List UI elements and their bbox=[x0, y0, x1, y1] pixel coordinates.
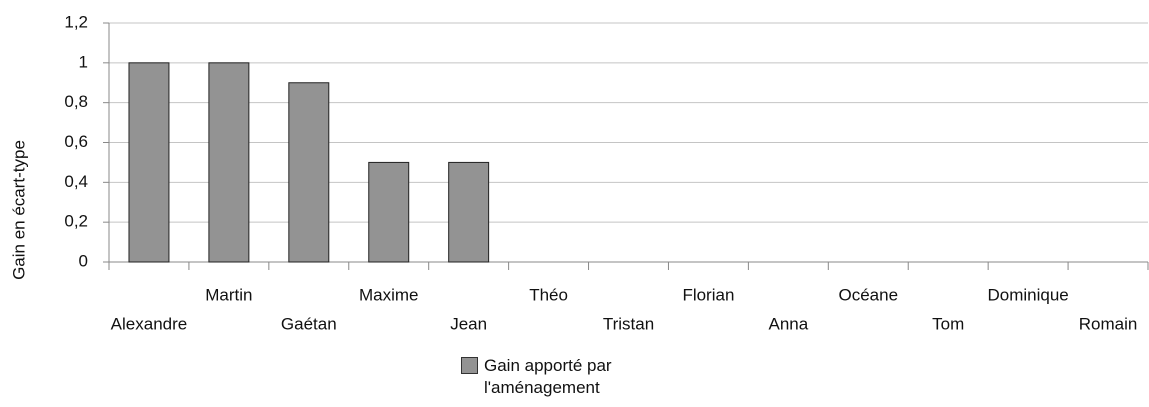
x-tick-label: Gaétan bbox=[281, 314, 337, 333]
x-tick-label: Martin bbox=[205, 285, 252, 304]
x-tick-label: Maxime bbox=[359, 285, 419, 304]
y-tick-label: 0,8 bbox=[64, 92, 88, 111]
bar bbox=[288, 82, 330, 263]
x-tick-label: Océane bbox=[838, 285, 898, 304]
legend-swatch bbox=[461, 357, 478, 374]
x-tick-label: Florian bbox=[682, 285, 734, 304]
x-tick-label: Tom bbox=[932, 314, 964, 333]
x-tick-label: Jean bbox=[450, 314, 487, 333]
x-tick-label: Dominique bbox=[987, 285, 1068, 304]
y-tick-label: 0,2 bbox=[64, 212, 88, 231]
x-tick-label: Alexandre bbox=[111, 314, 188, 333]
bar bbox=[208, 62, 250, 263]
y-tick-label: 0,6 bbox=[64, 132, 88, 151]
x-tick-label: Tristan bbox=[603, 314, 654, 333]
y-tick-label: 0,4 bbox=[64, 172, 88, 191]
x-tick-label: Anna bbox=[768, 314, 808, 333]
bar bbox=[448, 161, 490, 263]
y-axis-label: Gain en écart-type bbox=[9, 140, 28, 280]
bar bbox=[368, 161, 410, 263]
x-tick-label: Romain bbox=[1079, 314, 1138, 333]
legend-label: Gain apporté par l'aménagement bbox=[484, 356, 612, 397]
y-tick-label: 1 bbox=[79, 52, 88, 71]
x-tick-label: Théo bbox=[529, 285, 568, 304]
y-tick-label: 0 bbox=[79, 251, 88, 270]
bar bbox=[128, 62, 170, 263]
y-tick-label: 1,2 bbox=[64, 12, 88, 31]
